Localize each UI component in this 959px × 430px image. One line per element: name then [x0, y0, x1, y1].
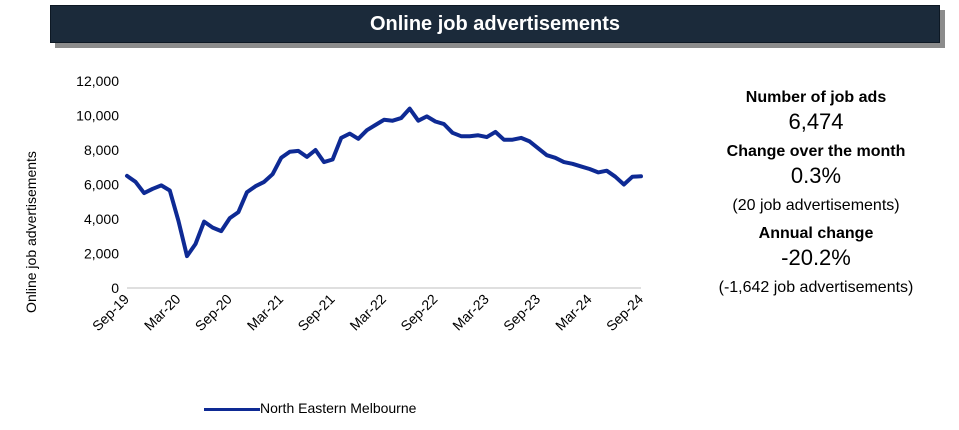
x-tick-label: Sep-22 — [397, 291, 440, 334]
y-tick-label: 10,000 — [76, 108, 119, 124]
x-tick-label: Mar-20 — [141, 291, 184, 334]
x-tick-label: Mar-24 — [552, 291, 595, 334]
x-axis: Sep-19 Mar-20 Sep-20 Mar-21 Sep-21 Mar-22 Sep-… — [89, 287, 646, 334]
chart-legend: North Eastern Melbourne — [204, 399, 416, 417]
y-tick-label: 8,000 — [84, 142, 119, 158]
legend-swatch — [204, 407, 260, 411]
series-group — [125, 106, 643, 259]
change-over-month-value: 0.3% — [790, 163, 842, 188]
annual-change-label: Annual change — [758, 225, 874, 242]
y-tick-label: 12,000 — [76, 73, 119, 89]
page-title: Online job advertisements — [369, 13, 621, 35]
x-tick-label: Mar-23 — [449, 291, 492, 334]
stats-panel: Number of job ads 6,474 Change over the … — [680, 88, 952, 306]
annual-change-value: -20.2% — [781, 245, 851, 270]
y-tick-label: 2,000 — [84, 246, 119, 262]
x-tick-label: Mar-21 — [244, 291, 287, 334]
x-tick-label: Sep-24 — [603, 291, 646, 334]
y-axis: 0 2,000 4,000 6,000 8,000 10,000 12,000 — [76, 73, 119, 296]
y-axis-title: Online job advertisements — [23, 151, 39, 313]
series-line — [125, 106, 643, 259]
change-over-month-label: Change over the month — [726, 143, 906, 160]
y-tick-label: 0 — [111, 280, 119, 296]
x-tick-label: Sep-21 — [294, 291, 337, 334]
annual-change-detail: (-1,642 job advertisements) — [718, 279, 914, 296]
number-of-job-ads-value: 6,474 — [788, 109, 844, 134]
number-of-job-ads-label: Number of job ads — [745, 89, 887, 106]
y-tick-label: 6,000 — [84, 177, 119, 193]
y-axis-title-group: Online job advertisements — [23, 151, 39, 313]
y-tick-label: 4,000 — [84, 211, 119, 227]
title-banner: Online job advertisements — [50, 5, 940, 43]
x-tick-label: Sep-20 — [192, 291, 235, 334]
legend-label: North Eastern Melbourne — [260, 400, 417, 416]
change-over-month-detail: (20 job advertisements) — [732, 197, 900, 214]
x-tick-label: Sep-23 — [500, 291, 543, 334]
x-tick-label: Sep-19 — [89, 291, 132, 334]
line-chart: Online job advertisements 0 2,000 4,000 6,0… — [23, 73, 646, 334]
x-tick-label: Mar-22 — [346, 291, 389, 334]
